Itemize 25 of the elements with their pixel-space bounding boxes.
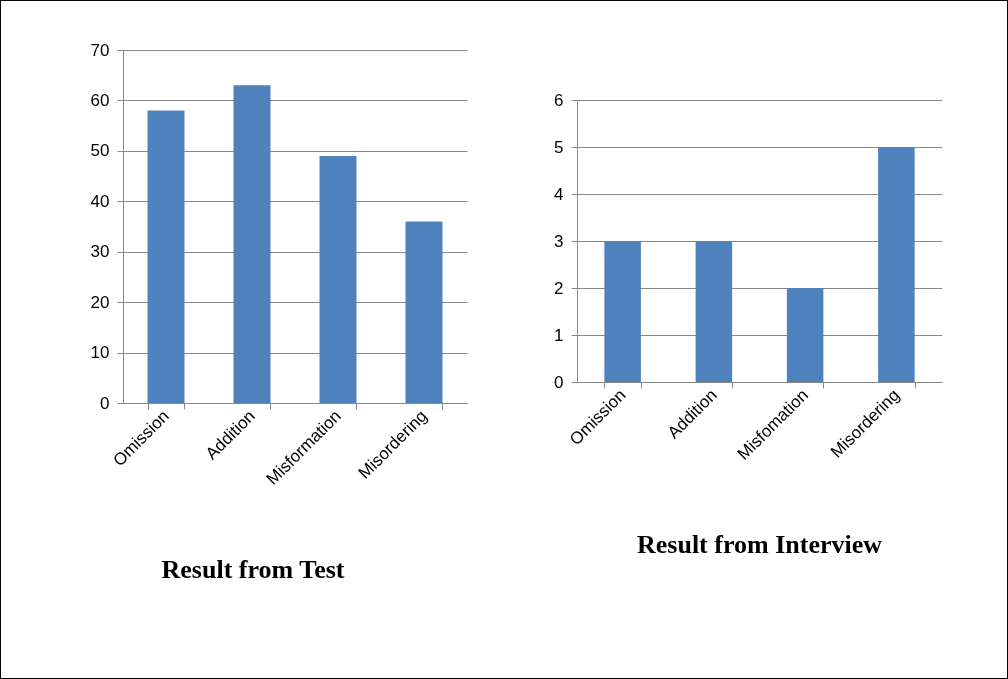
text: Result from Interview bbox=[636, 530, 883, 560]
y-tick-label: 20 bbox=[90, 292, 110, 312]
y-tick-label: 50 bbox=[90, 141, 110, 161]
y-tick-label: 6 bbox=[554, 90, 564, 110]
y-tick-label: 70 bbox=[90, 40, 110, 60]
y-tick-label: 2 bbox=[554, 278, 564, 298]
bar bbox=[147, 110, 185, 403]
y-tick-label: 60 bbox=[90, 90, 110, 110]
bar bbox=[405, 221, 443, 403]
y-tick-label: 4 bbox=[554, 184, 564, 204]
bar bbox=[319, 155, 357, 403]
y-tick-label: 10 bbox=[90, 343, 110, 363]
y-tick-label: 30 bbox=[90, 242, 110, 262]
y-tick-label: 0 bbox=[554, 372, 564, 392]
bar bbox=[233, 85, 271, 403]
y-tick-label: 0 bbox=[100, 393, 110, 413]
y-tick-label: 5 bbox=[554, 137, 564, 157]
bar bbox=[786, 288, 824, 382]
text: Result from Test bbox=[161, 555, 345, 585]
bar bbox=[695, 241, 733, 382]
bar bbox=[878, 147, 915, 382]
y-tick-label: 3 bbox=[554, 231, 564, 251]
y-tick-label: 40 bbox=[90, 191, 110, 211]
y-tick-label: 1 bbox=[554, 325, 564, 345]
bar bbox=[604, 241, 641, 382]
